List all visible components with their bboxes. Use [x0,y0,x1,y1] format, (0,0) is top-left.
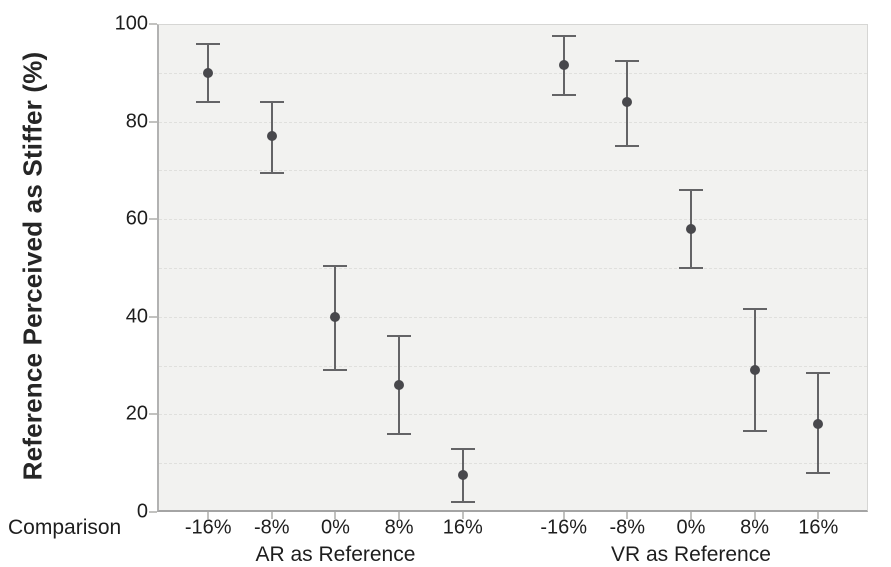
y-tick-mark [149,315,157,318]
error-bar-cap-top [742,308,767,311]
x-tick-mark [398,512,401,519]
mean-dot [813,419,824,430]
error-bar-cap-bottom [806,471,831,474]
x-tick-label: 8% [384,516,414,539]
x-tick-mark [817,512,820,519]
y-tick-label: 60 [125,207,148,230]
x-tick-label: 8% [740,516,770,539]
y-tick-mark [149,23,157,25]
x-tick-label: 0% [321,516,350,539]
y-tick-label: 100 [114,12,148,35]
gridline [159,219,867,221]
mean-dot [394,380,405,391]
error-bar-cap-top [259,101,284,104]
mean-dot [749,365,760,376]
error-bar-cap-top [196,42,221,45]
x-tick-label: -16% [540,516,588,539]
x-tick-label: -16% [184,516,232,539]
error-bar-cap-bottom [551,93,576,96]
x-tick-mark [562,512,565,519]
group-label-ar: AR as Reference [255,543,416,566]
error-bar-cap-top [450,447,475,450]
error-bar-cap-top [387,335,412,338]
gridline [159,414,867,416]
gridline [159,121,867,123]
error-bar-cap-bottom [450,501,475,504]
error-bar-cap-top [551,35,576,38]
error-bar-cap-top [678,188,703,191]
x-tick-mark [753,512,756,519]
x-tick-mark [270,512,273,519]
y-tick-label: 0 [136,500,148,523]
error-bar-cap-top [615,59,640,62]
x-tick-label: -8% [609,516,646,539]
error-bar-cap-bottom [323,369,348,372]
y-tick-label: 80 [125,110,148,133]
error-bar-cap-top [806,371,831,374]
x-tick-label: 16% [442,516,483,539]
mean-dot [203,67,214,78]
y-tick-mark [149,413,157,416]
mean-dot [457,470,468,481]
mean-dot [685,223,696,234]
x-tick-mark [461,512,464,519]
error-bar-cap-bottom [259,171,284,174]
y-axis-title: Reference Perceived as Stiffer (%) [17,51,48,481]
y-tick-mark [149,120,157,123]
error-bar-cap-bottom [742,430,767,433]
x-tick-label: 16% [798,516,839,539]
mean-dot [622,97,633,108]
gridline [159,170,867,172]
error-bar-cap-bottom [387,432,412,435]
x-tick-mark [689,512,692,519]
gridline [159,463,867,465]
gridline [159,365,867,367]
x-tick-label: -8% [254,516,290,539]
x-axis-row-label: Comparison [8,516,122,539]
x-tick-mark [334,512,337,519]
gridline [159,316,867,318]
y-tick-label: 20 [125,402,148,425]
gridline [159,268,867,269]
error-bar-cap-top [323,264,348,267]
error-bar-cap-bottom [678,267,703,269]
x-tick-mark [626,512,629,519]
group-label-vr: VR as Reference [610,543,771,566]
mean-dot [330,311,341,322]
y-tick-label: 40 [125,305,148,328]
x-tick-mark [207,512,210,519]
y-tick-mark [149,218,157,221]
gridline [159,72,867,74]
x-tick-label: 0% [676,516,706,539]
error-bar-cap-bottom [615,145,640,147]
y-tick-mark [149,511,157,513]
error-bar-cap-bottom [196,101,221,104]
mean-dot [266,131,277,142]
mean-dot [558,60,569,71]
